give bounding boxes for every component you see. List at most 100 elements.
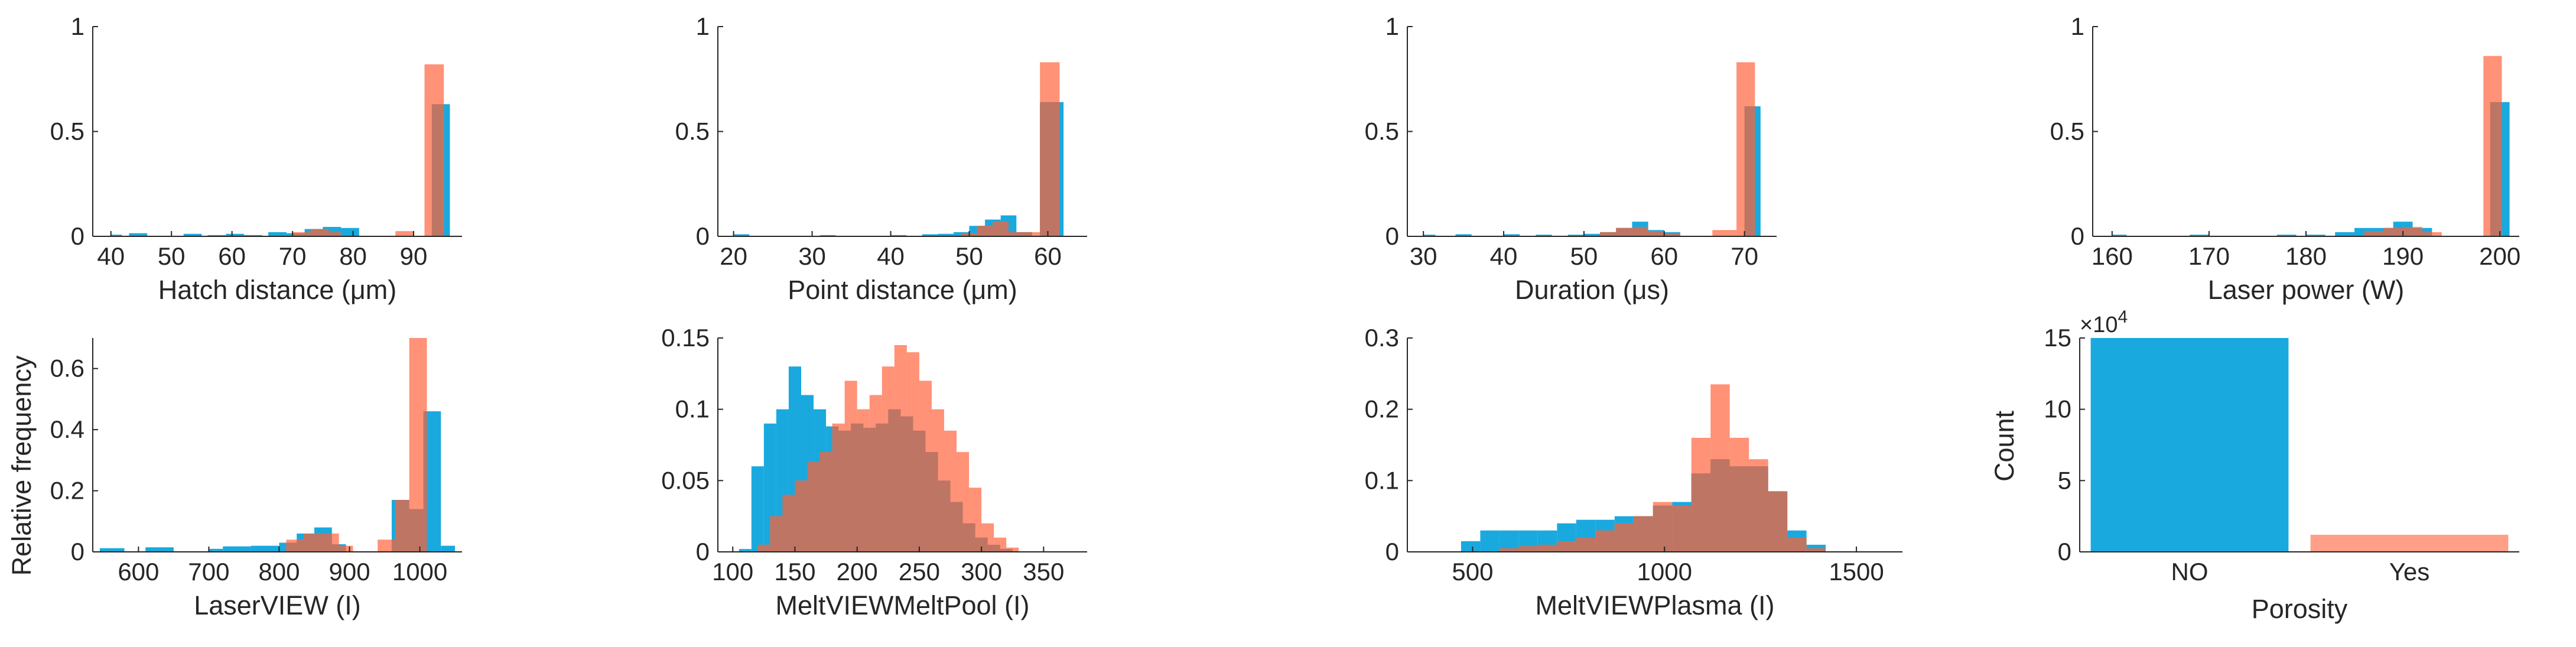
bar-overlap — [969, 233, 977, 236]
bar-class-a — [2335, 232, 2355, 236]
bar-overlap — [321, 533, 332, 552]
x-tick-label: 50 — [158, 242, 186, 270]
bar-overlap — [1614, 523, 1634, 552]
bar-overlap — [894, 409, 901, 552]
bar-overlap — [838, 430, 845, 552]
bar-overlap — [1000, 549, 1007, 552]
x-tick-label: 50 — [1570, 242, 1598, 270]
bar-overlap — [944, 480, 951, 552]
bar-class-a — [209, 548, 223, 552]
x-tick-label: 900 — [328, 558, 370, 586]
bar-class-a — [739, 549, 752, 552]
bars — [2112, 56, 2510, 236]
bar-overlap — [1000, 222, 1009, 236]
bar-overlap — [331, 544, 339, 552]
bar-overlap — [1616, 227, 1632, 236]
x-axis-label: MeltVIEWPlasma (I) — [1535, 590, 1774, 620]
bar-overlap — [328, 232, 341, 236]
x-tick-label: 70 — [1731, 242, 1758, 270]
y-axis-label: Count — [1989, 410, 2019, 482]
bar-overlap — [1006, 549, 1013, 552]
bar-overlap — [863, 428, 870, 552]
y-tick-label: 0 — [71, 538, 84, 565]
bar-overlap — [2364, 231, 2374, 236]
x-tick-label: 150 — [774, 558, 815, 586]
bar-overlap — [1648, 231, 1664, 236]
x-tick-label: 30 — [798, 242, 826, 270]
bar-overlap — [314, 533, 321, 552]
bars — [99, 338, 456, 552]
y-tick-label: 0.05 — [661, 466, 710, 494]
bar-overlap — [2412, 227, 2422, 236]
bar-overlap — [2403, 227, 2413, 236]
y-tick-label: 0.4 — [50, 415, 84, 443]
bar-yes — [2310, 535, 2509, 552]
x-tick-label: 1000 — [1637, 558, 1692, 586]
x-tick-label: 1000 — [392, 558, 447, 586]
bar-overlap — [1016, 232, 1024, 236]
bar-class-a — [223, 546, 251, 552]
bar-class-a — [938, 233, 954, 236]
y-tick-label: 1 — [696, 12, 710, 40]
x-tick-label: 20 — [720, 242, 747, 270]
x-tick-label: 80 — [339, 242, 367, 270]
bar-overlap — [431, 104, 444, 236]
bar-overlap — [1632, 227, 1648, 236]
bar-overlap — [994, 544, 1000, 552]
panel-7: 500 1000 1500 0 0.1 0.2 0.3 MeltVIEWPlasma (I) — [1365, 324, 1902, 620]
bar-overlap — [1653, 505, 1673, 552]
bar-overlap — [931, 452, 938, 552]
bar-overlap — [1557, 541, 1576, 552]
bar-overlap — [962, 523, 970, 552]
bar-overlap — [1729, 466, 1749, 552]
bar-overlap — [807, 461, 814, 552]
bars — [733, 62, 1064, 236]
bar-overlap — [310, 229, 323, 236]
bar-overlap — [770, 516, 776, 552]
bar-overlap — [2422, 232, 2432, 236]
bar-overlap — [888, 409, 895, 552]
y-tick-label: 0 — [2058, 538, 2071, 565]
bar-class-a — [1423, 235, 1436, 236]
bar-overlap — [993, 222, 1001, 236]
bar-class-a — [2190, 235, 2209, 236]
bar-class-a — [751, 466, 764, 552]
bar-overlap — [323, 229, 329, 236]
x-tick-label: 60 — [1034, 242, 1062, 270]
y-tick-label: 5 — [2058, 466, 2071, 494]
bar-overlap — [961, 233, 970, 236]
bar-class-a — [207, 235, 226, 236]
y-tick-label: 0.1 — [1365, 466, 1399, 494]
x-tick-label: Yes — [2389, 558, 2430, 586]
bar-class-a — [341, 227, 359, 236]
x-tick-label: 600 — [118, 558, 159, 586]
bars — [2090, 338, 2509, 552]
bar-overlap — [292, 233, 305, 236]
y-tick-label: 0.2 — [50, 477, 84, 505]
x-tick-label: 190 — [2382, 242, 2424, 270]
bar-class-a — [268, 232, 287, 236]
x-tick-label: 170 — [2188, 242, 2230, 270]
bar-class-a — [1583, 233, 1601, 236]
bar-overlap — [900, 416, 907, 552]
bar-class-a — [890, 235, 907, 236]
bar-overlap — [395, 500, 409, 552]
bar-class-a — [145, 547, 174, 552]
y-tick-label: 0.5 — [675, 118, 710, 145]
bar-overlap — [957, 502, 963, 552]
x-tick-label: 800 — [258, 558, 300, 586]
bar-class-a — [99, 548, 125, 552]
x-tick-label: 200 — [2479, 242, 2520, 270]
bar-overlap — [985, 226, 993, 236]
shared-y-axis-label: Relative frequency — [6, 355, 37, 576]
panel-1: 40 50 60 70 80 90 0 0.5 1 Hatch distance (μm) — [50, 12, 462, 305]
bar-class-a — [110, 235, 122, 236]
x-tick-label: 40 — [1490, 242, 1518, 270]
x-tick-label: 300 — [961, 558, 1002, 586]
bar-overlap — [1040, 102, 1060, 236]
panel-6: 100 150 200 250 300 350 0 0.05 0.1 0.15 MeltVIEWMe… — [661, 324, 1087, 620]
y-tick-label: 0.2 — [1365, 395, 1399, 423]
bar-overlap — [981, 537, 988, 552]
bar-class-a — [2112, 235, 2127, 236]
